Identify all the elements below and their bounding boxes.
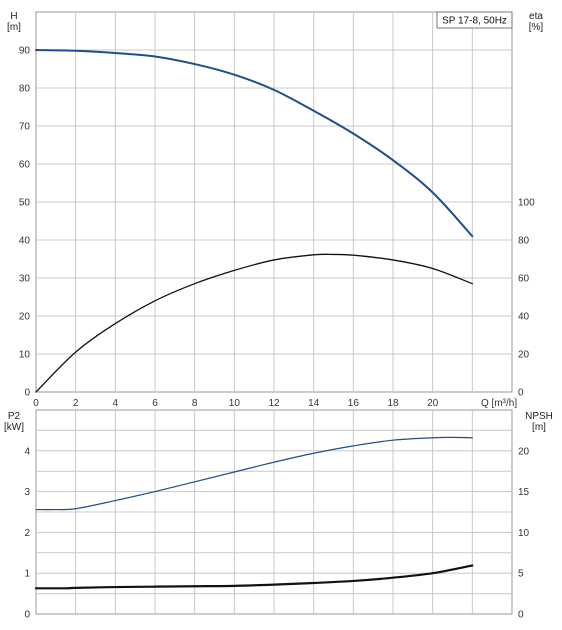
y-tick-label: 80 bbox=[518, 236, 530, 247]
x-tick-label: 4 bbox=[113, 398, 119, 409]
bottom-left-axis-label-name: P2 bbox=[8, 411, 21, 422]
npsh-curve bbox=[35, 436, 473, 511]
x-tick-label: 20 bbox=[427, 398, 439, 409]
power-curve bbox=[34, 564, 474, 590]
efficiency-curve bbox=[35, 253, 473, 393]
top-right-axis-label-name: eta bbox=[529, 11, 543, 22]
y-tick-label: 40 bbox=[518, 312, 530, 323]
bottom-right-tick-labels: 0 5 10 15 20 bbox=[518, 446, 530, 620]
y-tick-label: 1 bbox=[24, 569, 30, 580]
top-right-tick-labels: 0 20 40 60 80 100 bbox=[518, 198, 535, 399]
y-tick-label: 0 bbox=[24, 388, 30, 399]
chart-title-box bbox=[436, 11, 513, 29]
y-tick-label: 20 bbox=[518, 350, 530, 361]
top-right-axis-label-unit: [%] bbox=[529, 22, 544, 33]
y-tick-label: 20 bbox=[19, 312, 31, 323]
head-curve bbox=[35, 49, 474, 238]
x-axis-label: Q [m³/h] bbox=[481, 398, 517, 409]
top-left-tick-labels: 0 10 20 30 40 50 60 70 80 90 bbox=[19, 46, 31, 399]
y-tick-label: 10 bbox=[518, 528, 530, 539]
x-tick-label: 2 bbox=[73, 398, 79, 409]
y-tick-label: 30 bbox=[19, 274, 31, 285]
x-tick-label: 6 bbox=[152, 398, 158, 409]
y-tick-label: 0 bbox=[24, 610, 30, 621]
y-tick-label: 0 bbox=[518, 388, 524, 399]
y-tick-label: 20 bbox=[518, 446, 530, 457]
top-left-axis-label-name: H bbox=[10, 11, 17, 22]
y-tick-label: 3 bbox=[24, 487, 30, 498]
y-tick-label: 90 bbox=[19, 46, 31, 57]
x-tick-label: 18 bbox=[387, 398, 399, 409]
y-tick-label: 15 bbox=[518, 487, 530, 498]
bottom-left-axis-label-unit: [kW] bbox=[4, 422, 24, 433]
top-curves bbox=[35, 49, 474, 393]
y-tick-label: 2 bbox=[24, 528, 30, 539]
top-left-axis-label-unit: [m] bbox=[7, 22, 21, 33]
x-tick-label: 16 bbox=[348, 398, 360, 409]
top-grid bbox=[36, 12, 512, 392]
bottom-right-axis-label-unit: [m] bbox=[532, 422, 546, 433]
x-tick-label: 10 bbox=[229, 398, 241, 409]
bottom-curves bbox=[34, 436, 474, 590]
y-tick-label: 60 bbox=[19, 160, 31, 171]
x-tick-label: 12 bbox=[268, 398, 280, 409]
chart-title: SP 17-8, 50Hz bbox=[442, 16, 507, 27]
y-tick-label: 5 bbox=[518, 569, 524, 580]
x-tick-label: 8 bbox=[192, 398, 198, 409]
y-tick-label: 80 bbox=[19, 84, 31, 95]
bottom-left-tick-labels: 0 1 2 3 4 bbox=[24, 446, 30, 620]
x-tick-label: 14 bbox=[308, 398, 320, 409]
power-npsh-panel: 0 1 2 3 4 0 5 10 15 20 P2 [kW] NPSH [m] bbox=[4, 409, 553, 621]
y-tick-label: 40 bbox=[19, 236, 31, 247]
y-tick-label: 4 bbox=[24, 446, 30, 457]
y-tick-label: 10 bbox=[19, 350, 31, 361]
y-tick-label: 60 bbox=[518, 274, 530, 285]
head-efficiency-panel: 0 2 4 6 8 10 12 14 16 18 20 0 10 20 30 40 50 60 70 80 90 0 2… bbox=[7, 11, 543, 409]
y-tick-label: 70 bbox=[19, 122, 31, 133]
x-tick-label: 0 bbox=[33, 398, 39, 409]
y-tick-label: 50 bbox=[19, 198, 31, 209]
y-tick-label: 100 bbox=[518, 198, 535, 209]
top-x-tick-labels: 0 2 4 6 8 10 12 14 16 18 20 bbox=[33, 398, 438, 409]
y-tick-label: 0 bbox=[518, 610, 524, 621]
bottom-right-axis-label-name: NPSH bbox=[525, 411, 553, 422]
bottom-grid bbox=[36, 410, 512, 614]
